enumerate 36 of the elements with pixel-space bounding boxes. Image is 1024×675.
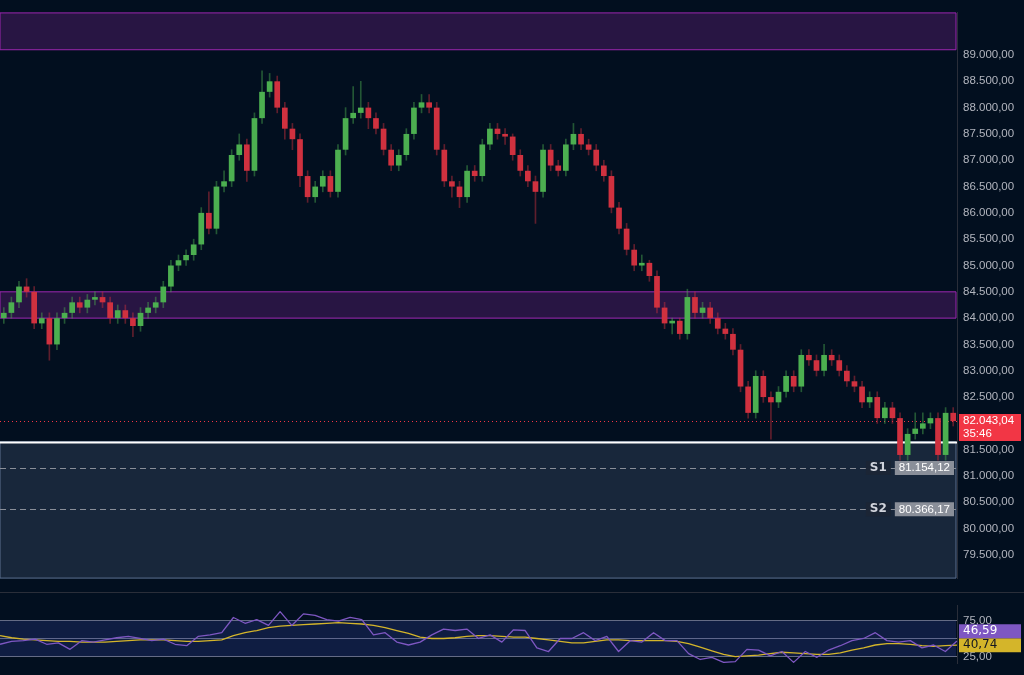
y-tick-label: 25,00 [963, 649, 992, 662]
candlestick [357, 80, 364, 119]
y-tick-label: 87.000,00 [963, 153, 1015, 166]
y-tick-label: 87.500,00 [963, 127, 1015, 140]
y-tick-label: 89.000,00 [963, 48, 1015, 61]
y-tick-label: 79.500,00 [963, 548, 1015, 561]
y-tick-label: 81.000,00 [963, 469, 1015, 482]
ref-line-label: S2 [869, 501, 887, 516]
y-tick-label: 86.000,00 [963, 206, 1015, 219]
y-tick-label: 86.500,00 [963, 179, 1015, 192]
annotation: 81.154,12 [898, 461, 950, 474]
text: 46,59 [963, 623, 998, 638]
ref-line-label: S1 [869, 460, 887, 475]
candlestick [502, 128, 508, 145]
y-tick-label: 75,00 [963, 613, 992, 626]
candlestick [92, 291, 98, 306]
candlestick [350, 86, 357, 124]
text: 40,74 [963, 637, 998, 652]
candlestick [912, 412, 919, 440]
y-tick-label: 85.500,00 [963, 232, 1015, 245]
y-tick-label: 88.500,00 [963, 74, 1015, 87]
ref-line-label: 82.043,04 [963, 414, 1015, 427]
y-tick-label: 80.000,00 [963, 521, 1015, 534]
y-tick-label: 80.500,00 [963, 495, 1015, 508]
y-tick-label: 83.500,00 [963, 337, 1015, 350]
y-tick-label: 84.500,00 [963, 284, 1015, 297]
candlestick [768, 391, 774, 440]
y-tick-label: 84.000,00 [963, 311, 1015, 324]
y-tick-label: 83.000,00 [963, 363, 1015, 376]
annotation: 80.366,17 [898, 502, 950, 515]
text: 35:46 [963, 427, 992, 440]
y-tick-label: 85.000,00 [963, 258, 1015, 271]
candlestick [638, 254, 645, 272]
y-tick-label: 82.500,00 [963, 390, 1015, 403]
y-tick-label: 88.000,00 [963, 100, 1015, 113]
y-tick-label: 81.500,00 [963, 442, 1015, 455]
